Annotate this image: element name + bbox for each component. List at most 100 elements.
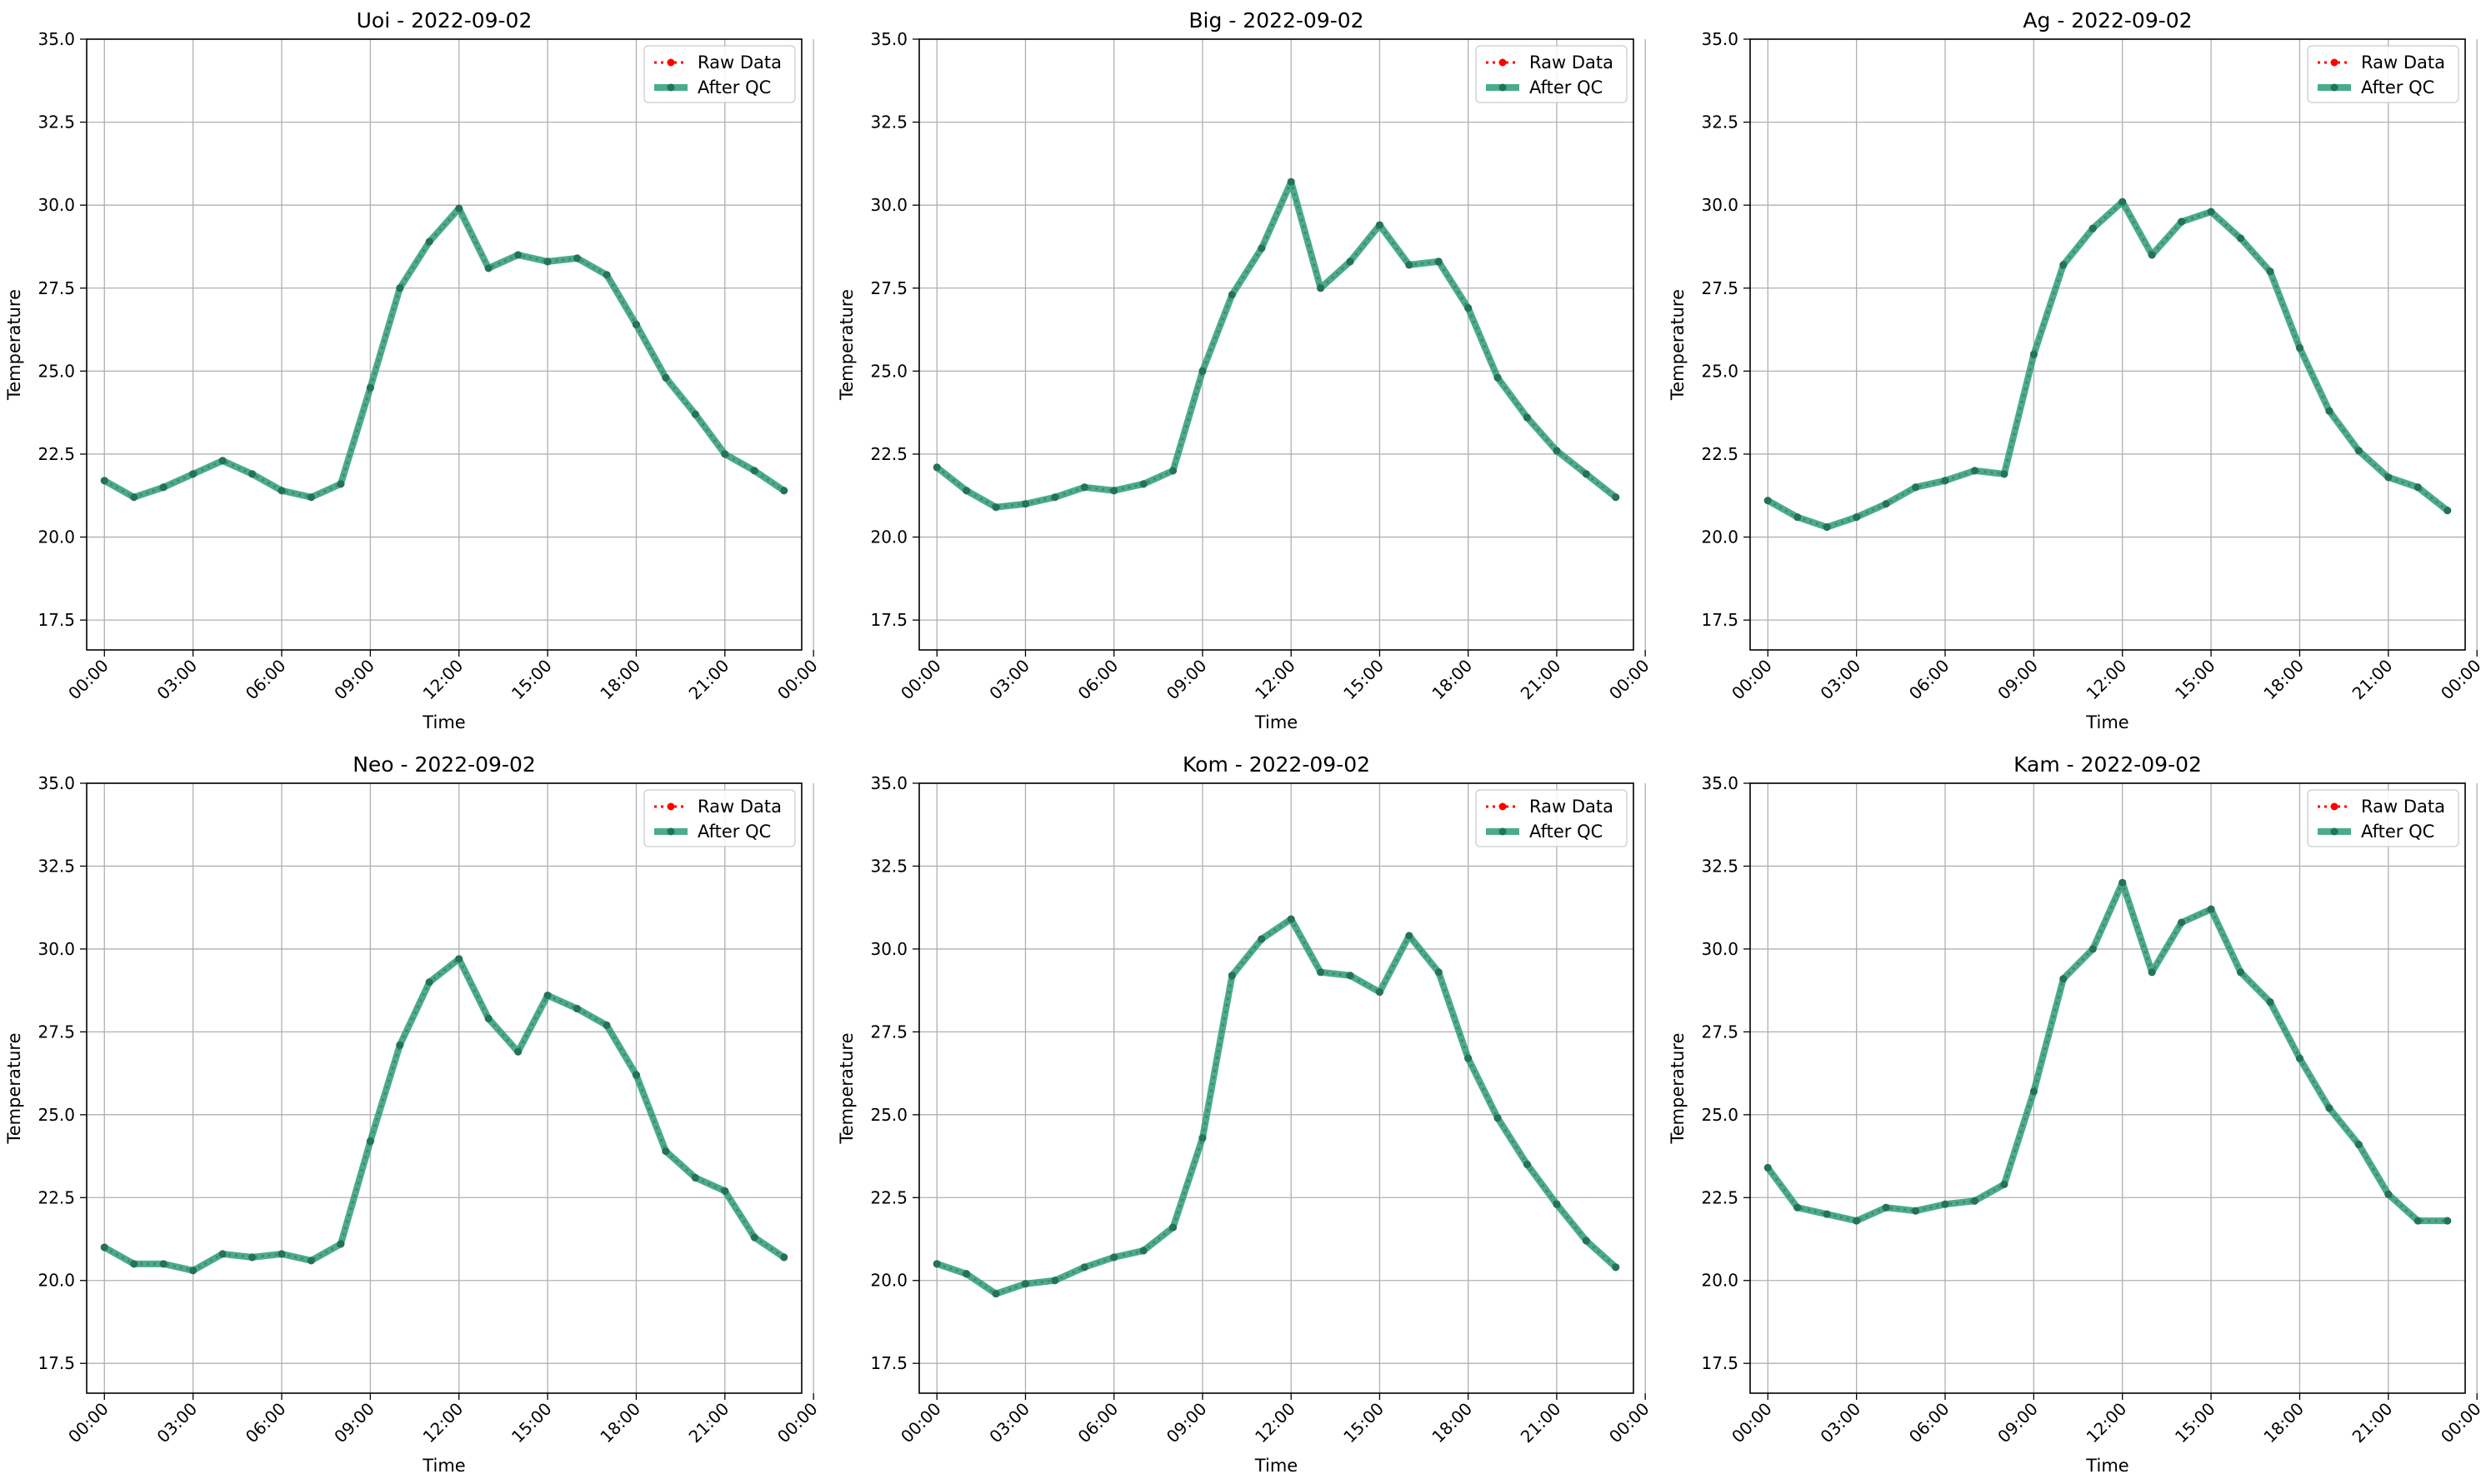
chart-title: Big - 2022-09-02: [1188, 8, 1363, 32]
x-axis-label: Time: [422, 712, 465, 732]
legend-label-after-qc: After QC: [1529, 77, 1603, 97]
data-point-qc: [366, 383, 374, 392]
x-tick-label: 18:00: [2259, 656, 2308, 704]
data-point-qc: [573, 254, 582, 262]
data-point-qc: [721, 1187, 729, 1195]
data-point-qc: [1793, 513, 1802, 522]
data-point-qc: [721, 450, 729, 458]
x-tick-label: 18:00: [596, 656, 644, 704]
data-point-qc: [992, 1290, 1000, 1298]
data-point-qc: [2148, 968, 2156, 977]
y-axis-label: Temperature: [4, 1032, 24, 1144]
data-point-qc: [963, 1270, 971, 1278]
y-tick-label: 25.0: [870, 361, 908, 381]
data-point-qc: [455, 955, 463, 963]
x-tick-label: 09:00: [1993, 1399, 2042, 1447]
x-tick-label: 00:00: [64, 1399, 113, 1447]
data-point-qc: [484, 1014, 493, 1022]
data-point-qc: [1346, 257, 1354, 266]
data-point-qc: [1582, 470, 1590, 478]
data-point-qc: [1375, 221, 1383, 229]
y-tick-label: 20.0: [870, 527, 908, 547]
data-point-qc: [1763, 1163, 1772, 1172]
data-point-qc: [1110, 487, 1118, 495]
x-axis-label: Time: [2085, 1456, 2128, 1476]
y-tick-label: 30.0: [870, 195, 908, 215]
x-tick-label: 03:00: [1816, 656, 1864, 704]
data-point-qc: [1139, 1247, 1148, 1255]
x-tick-label: 12:00: [1251, 656, 1299, 704]
series-line-raw-data: [1767, 879, 2448, 1222]
x-tick-label: 00:00: [773, 656, 822, 704]
legend-marker-after-qc: [2330, 827, 2338, 836]
data-point-qc: [691, 1173, 699, 1182]
y-tick-label: 35.0: [38, 29, 75, 49]
series-line-raw-data: [936, 917, 1617, 1296]
data-point-qc: [1823, 523, 1831, 532]
x-tick-label: 21:00: [1517, 656, 1565, 704]
data-point-qc: [543, 992, 552, 1000]
data-point-qc: [189, 1267, 198, 1275]
y-tick-label: 27.5: [870, 278, 908, 298]
x-tick-label: 12:00: [2083, 1399, 2131, 1447]
data-point-qc: [307, 493, 315, 502]
x-tick-label: 06:00: [1074, 1399, 1123, 1447]
legend-marker-after-qc: [1498, 83, 1507, 92]
data-point-qc: [603, 1021, 611, 1029]
chart-panel-1: 17.5 20.0 22.5 25.0 27.5 30.0 32.5 35.0 00:00 03:…: [4, 8, 822, 732]
data-point-qc: [2000, 1180, 2008, 1188]
series-line-after-qc: [103, 205, 786, 501]
legend-label-raw-data: Raw Data: [2361, 52, 2445, 72]
data-point-qc: [2354, 1141, 2363, 1149]
x-tick-label: 09:00: [330, 1399, 378, 1447]
x-tick-label: 03:00: [985, 1399, 1033, 1447]
data-point-qc: [2443, 1217, 2452, 1225]
data-point-qc: [2295, 1054, 2303, 1062]
x-tick-label: 00:00: [2437, 656, 2485, 704]
data-point-qc: [1051, 493, 1059, 502]
data-point-qc: [1882, 500, 1890, 508]
data-point-qc: [1941, 1200, 1949, 1208]
data-point-qc: [189, 470, 198, 478]
y-tick-label: 22.5: [38, 1187, 75, 1207]
x-tick-label: 06:00: [1905, 1399, 1953, 1447]
y-tick-label: 20.0: [1701, 527, 1738, 547]
data-point-qc: [1853, 1217, 1861, 1225]
y-tick-label: 30.0: [1701, 939, 1738, 959]
data-point-qc: [1763, 497, 1772, 505]
data-point-qc: [780, 1253, 788, 1262]
data-point-qc: [1553, 1200, 1561, 1208]
data-point-qc: [2237, 234, 2245, 242]
data-point-qc: [1258, 935, 1266, 943]
x-tick-label: 18:00: [596, 1399, 644, 1447]
data-point-qc: [130, 1260, 138, 1268]
data-point-qc: [2384, 1190, 2393, 1198]
legend-marker-raw-data: [1498, 58, 1507, 67]
series-line-after-qc: [1766, 198, 2450, 531]
y-tick-label: 30.0: [38, 939, 75, 959]
data-point-qc: [1021, 1280, 1029, 1288]
y-tick-label: 20.0: [38, 527, 75, 547]
y-tick-label: 35.0: [870, 29, 908, 49]
data-point-qc: [2000, 470, 2008, 478]
data-point-qc: [307, 1257, 315, 1265]
y-tick-label: 25.0: [38, 1105, 75, 1125]
y-tick-label: 32.5: [1701, 856, 1738, 876]
data-point-qc: [2118, 878, 2127, 887]
x-tick-label: 15:00: [508, 1399, 556, 1447]
x-tick-label: 06:00: [1074, 656, 1123, 704]
x-tick-label: 09:00: [1163, 656, 1211, 704]
y-tick-label: 20.0: [38, 1271, 75, 1291]
x-tick-label: 21:00: [2348, 656, 2397, 704]
data-point-qc: [1970, 1197, 1978, 1205]
y-tick-label: 35.0: [870, 773, 908, 793]
x-tick-label: 00:00: [1728, 656, 1776, 704]
data-point-qc: [366, 1137, 374, 1146]
data-point-qc: [159, 1260, 168, 1268]
y-tick-label: 32.5: [38, 112, 75, 132]
y-tick-label: 22.5: [1701, 1187, 1738, 1207]
x-tick-label: 00:00: [773, 1399, 822, 1447]
x-tick-label: 03:00: [1816, 1399, 1864, 1447]
data-point-qc: [1493, 1114, 1502, 1122]
